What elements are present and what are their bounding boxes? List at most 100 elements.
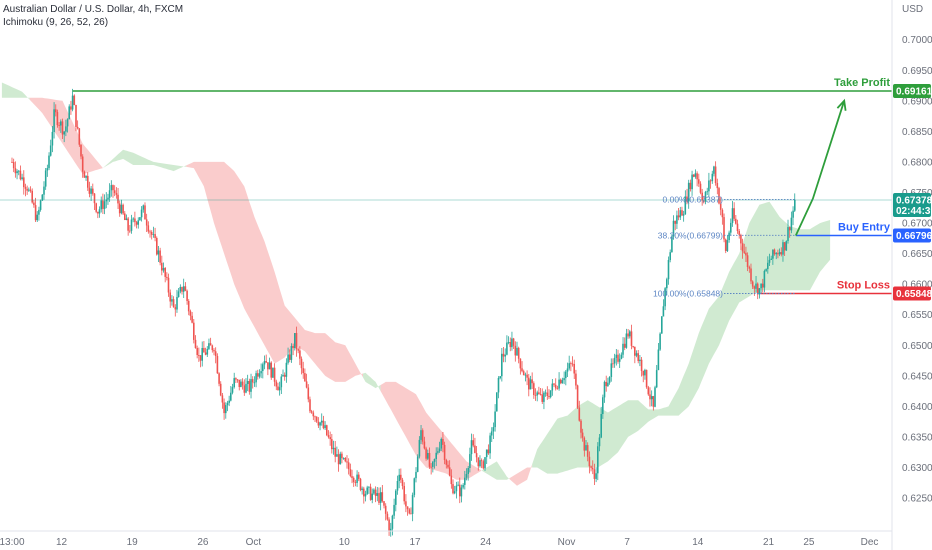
candle — [539, 388, 542, 396]
candle-body — [152, 234, 155, 235]
candle — [565, 370, 567, 386]
candle-body — [667, 260, 670, 280]
candle-body — [504, 354, 506, 357]
candle-body — [65, 126, 67, 132]
candle — [435, 447, 437, 467]
candle-body — [629, 331, 631, 337]
candle-body — [428, 453, 431, 467]
candle — [147, 221, 150, 234]
candle-body — [317, 421, 320, 426]
candle-body — [125, 218, 128, 220]
candle — [794, 193, 796, 212]
candle — [169, 289, 171, 308]
candle-body — [241, 381, 244, 386]
candle — [211, 344, 214, 353]
candle — [455, 481, 458, 499]
candle-body — [462, 484, 464, 488]
candle — [502, 347, 505, 363]
candle — [472, 434, 474, 448]
bullish-cloud-segment — [363, 372, 381, 392]
candle — [699, 181, 702, 195]
candle-body — [83, 171, 86, 178]
candle — [511, 331, 513, 351]
candle-body — [418, 439, 421, 457]
candle-body — [728, 232, 730, 240]
candle — [704, 190, 707, 205]
candle — [755, 276, 757, 293]
candle-body — [655, 370, 658, 388]
candle — [124, 211, 126, 221]
candle — [480, 458, 483, 469]
candle — [12, 158, 15, 173]
candle — [386, 511, 389, 521]
candle-body — [549, 390, 552, 398]
candle — [352, 476, 355, 487]
candle-body — [199, 355, 202, 361]
candle-body — [773, 249, 776, 255]
candle-body — [659, 333, 661, 350]
candle-body — [320, 420, 323, 423]
candle-body — [349, 469, 352, 476]
candle-body — [698, 179, 700, 184]
candle-body — [543, 392, 545, 402]
candle-body — [63, 131, 65, 135]
candle-body — [219, 383, 222, 396]
current-price-tag — [893, 193, 931, 217]
candle-body — [384, 505, 387, 514]
candle-body — [603, 381, 606, 398]
candle-body — [346, 461, 348, 463]
candle-body — [179, 287, 182, 292]
candle — [307, 384, 310, 403]
candle — [780, 247, 783, 257]
candle — [718, 186, 720, 205]
candle — [509, 337, 512, 352]
candle — [605, 375, 607, 392]
candle — [44, 168, 47, 190]
candle-body — [300, 358, 303, 369]
candle-body — [248, 381, 251, 392]
candle-body — [41, 194, 44, 201]
candle-body — [736, 223, 739, 231]
candle — [73, 94, 76, 106]
candle — [657, 343, 660, 371]
candle-body — [386, 513, 389, 520]
candle-body — [735, 218, 737, 224]
candle-body — [167, 277, 170, 293]
candle — [637, 350, 639, 364]
candle-body — [204, 352, 207, 355]
candle — [617, 349, 619, 364]
candle — [521, 361, 523, 373]
candle — [597, 442, 599, 481]
candle — [58, 122, 60, 131]
candle — [221, 393, 224, 409]
candle — [23, 170, 25, 195]
candle-body — [369, 486, 372, 500]
candle — [233, 372, 235, 389]
candle — [549, 390, 552, 399]
candle-body — [563, 378, 565, 381]
candle-body — [28, 189, 30, 191]
candle-body — [748, 267, 751, 269]
candle — [517, 346, 520, 364]
candle-body — [164, 268, 166, 277]
candle-body — [85, 175, 87, 178]
candle-body — [645, 369, 648, 388]
candle-body — [307, 387, 310, 400]
candle — [522, 369, 525, 376]
candle-body — [196, 348, 198, 355]
bullish-cloud-segment — [532, 201, 831, 474]
candle-body — [44, 170, 47, 187]
candle-body — [650, 396, 653, 400]
candle-body — [55, 109, 57, 113]
candle — [132, 217, 134, 223]
candle — [374, 486, 377, 503]
candle-body — [479, 460, 481, 467]
candle-body — [652, 396, 655, 407]
candle — [506, 335, 508, 356]
candle — [140, 206, 143, 222]
candle-body — [228, 400, 230, 403]
